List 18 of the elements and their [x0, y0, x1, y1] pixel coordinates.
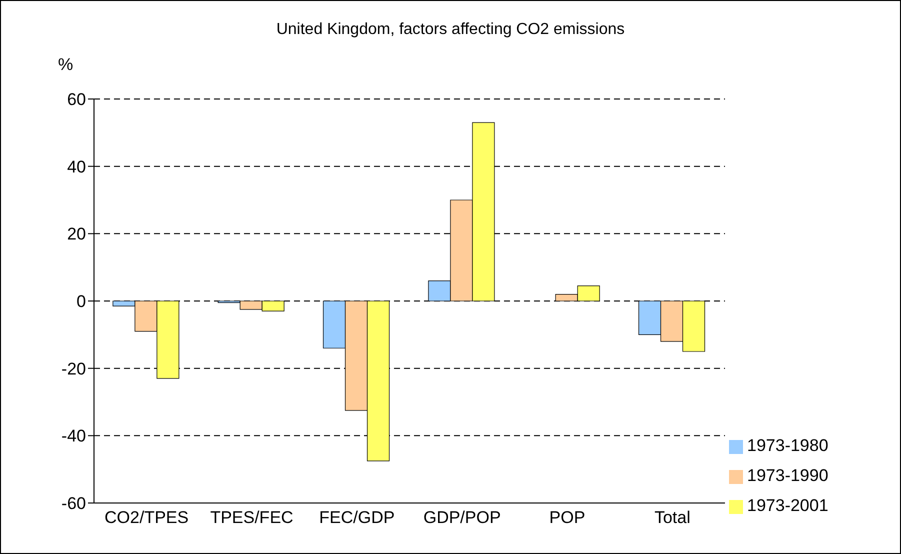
chart-title: United Kingdom, factors affecting CO2 emissions: [275, 21, 626, 39]
x-tick-label: GDP/POP: [423, 508, 501, 528]
x-tick-label: Total: [654, 508, 690, 528]
legend-label: 1973-1990: [747, 466, 828, 485]
legend-label: 1973-2001: [747, 496, 828, 515]
legend-label: 1973-1980: [747, 436, 828, 455]
y-tick-label: 0: [76, 292, 86, 312]
y-axis-title: %: [58, 55, 74, 75]
y-tick-label: 60: [67, 90, 86, 110]
x-tick-label: CO2/TPES: [104, 508, 189, 528]
x-tick-label: FEC/GDP: [319, 508, 395, 528]
y-tick-label: -60: [61, 494, 86, 514]
y-tick-label: 40: [67, 157, 86, 176]
y-tick-label: -40: [61, 426, 86, 446]
y-tick-label: -20: [61, 359, 86, 378]
y-tick-label: 20: [67, 224, 86, 244]
x-tick-label: POP: [549, 508, 586, 528]
x-tick-label: TPES/FEC: [210, 508, 294, 528]
